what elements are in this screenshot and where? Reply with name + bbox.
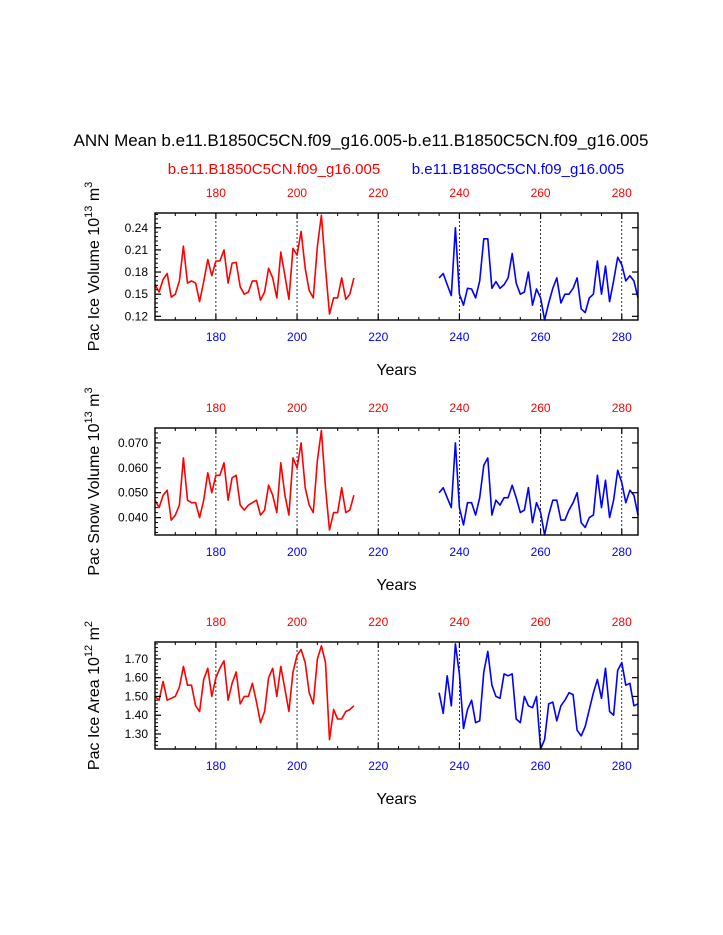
ice-area-ytick-label: 1.30: [125, 727, 149, 741]
ice-volume-series-case1: [154, 214, 355, 315]
ice-volume-ytick-label: 0.24: [125, 221, 149, 235]
ice-area-ytick-label: 1.50: [125, 689, 149, 703]
snow-volume-ylabel-exponent: 13: [83, 411, 95, 423]
snow-volume-ylabel-unit: m: [86, 394, 103, 412]
snow-volume-xtick-label-top: 260: [531, 401, 551, 415]
ice-area-xtick-label-bottom: 180: [206, 759, 226, 773]
chart-panels: 180 180 200 200 220 220 240 240 260 260 280 280 0.12…: [83, 182, 639, 808]
ice-area-ytick-label: 1.60: [125, 671, 149, 685]
ice-volume-xtick-label-top: 260: [531, 186, 551, 200]
ice-area-ylabel-exponent: 12: [83, 645, 95, 657]
ice-volume-panel: 180 180 200 200 220 220 240 240 260 260 280 280 0.12…: [83, 182, 639, 379]
ice-area-xtick-label-bottom: 220: [368, 759, 388, 773]
ice-area-frame: [154, 641, 639, 750]
snow-volume-panel: 180 180 200 200 220 220 240 240 260 260 280 280 0.04…: [83, 387, 639, 594]
snow-volume-ylabel-text: Pac Snow Volume 10: [86, 423, 103, 575]
snow-volume-xtick-label-top: 180: [206, 401, 226, 415]
ice-area-xtick-label-top: 180: [206, 615, 226, 629]
ice-volume-xtick-label-bottom: 180: [206, 330, 226, 344]
ice-area-xtick-label-bottom: 260: [531, 759, 551, 773]
ice-area-xtick-label-bottom: 280: [612, 759, 632, 773]
ice-volume-xtick-label-top: 280: [612, 186, 632, 200]
ice-area-xtick-label-top: 200: [287, 615, 307, 629]
snow-volume-xtick-label-bottom: 200: [287, 545, 307, 559]
ice-area-xtick-label-top: 220: [368, 615, 388, 629]
snow-volume-xtick-label-bottom: 280: [612, 545, 632, 559]
snow-volume-ylabel: Pac Snow Volume 1013 m3: [83, 387, 103, 575]
snow-volume-ytick-label: 0.060: [118, 461, 148, 475]
ice-volume-ytick-label: 0.18: [125, 265, 149, 279]
snow-volume-xtick-label-bottom: 180: [206, 545, 226, 559]
case2-label: b.e11.B1850C5CN.f09_g16.005: [412, 161, 624, 178]
snow-volume-xtick-label-top: 240: [449, 401, 469, 415]
snow-volume-ytick-label: 0.070: [118, 436, 148, 450]
ice-volume-xtick-label-top: 180: [206, 186, 226, 200]
snow-volume-xtick-label-top: 220: [368, 401, 388, 415]
ice-area-xlabel: Years: [376, 791, 416, 808]
ice-area-ylabel-unit: m: [86, 627, 103, 645]
snow-volume-frame: [154, 427, 639, 536]
snow-volume-ytick-label: 0.040: [118, 511, 148, 525]
ice-area-ylabel-unit-exponent: 2: [83, 621, 95, 627]
figure-title: ANN Mean b.e11.B1850C5CN.f09_g16.005-b.e…: [74, 131, 649, 150]
ice-volume-xtick-label-bottom: 200: [287, 330, 307, 344]
ice-volume-xtick-label-bottom: 260: [531, 330, 551, 344]
snow-volume-ytick-label: 0.050: [118, 486, 148, 500]
snow-volume-xtick-label-bottom: 240: [449, 545, 469, 559]
ice-volume-ylabel-unit-exponent: 3: [83, 182, 95, 188]
ice-volume-ytick-label: 0.12: [125, 309, 149, 323]
ice-volume-ylabel: Pac Ice Volume 1013 m3: [83, 182, 103, 352]
ice-area-ylabel-text: Pac Ice Area 10: [86, 657, 103, 770]
ice-area-xtick-label-bottom: 240: [449, 759, 469, 773]
snow-volume-xtick-label-top: 280: [612, 401, 632, 415]
case1-label: b.e11.B1850C5CN.f09_g16.005: [168, 161, 380, 178]
snow-volume-series-case1: [154, 429, 355, 531]
ice-volume-ylabel-text: Pac Ice Volume 10: [86, 218, 103, 352]
snow-volume-xtick-label-bottom: 220: [368, 545, 388, 559]
ice-volume-ylabel-unit: m: [86, 188, 103, 206]
ice-volume-xtick-label-top: 240: [449, 186, 469, 200]
ice-volume-frame: [154, 212, 639, 321]
snow-volume-xtick-label-bottom: 260: [531, 545, 551, 559]
ice-volume-xlabel: Years: [376, 362, 416, 379]
ice-area-ylabel: Pac Ice Area 1012 m2: [83, 621, 103, 770]
ice-area-xtick-label-bottom: 200: [287, 759, 307, 773]
ice-volume-xtick-label-top: 200: [287, 186, 307, 200]
ice-area-ytick-label: 1.70: [125, 652, 149, 666]
ice-volume-ytick-label: 0.15: [125, 287, 149, 301]
ice-volume-xtick-label-bottom: 220: [368, 330, 388, 344]
ice-area-panel: 180 180 200 200 220 220 240 240 260 260 280 280 1.30…: [83, 615, 639, 808]
ice-volume-ylabel-exponent: 13: [83, 206, 95, 218]
snow-volume-xlabel: Years: [376, 577, 416, 594]
snow-volume-ylabel-unit-exponent: 3: [83, 387, 95, 393]
ice-area-series-case2: [438, 643, 639, 750]
ice-volume-xtick-label-bottom: 240: [449, 330, 469, 344]
ice-volume-xtick-label-top: 220: [368, 186, 388, 200]
ice-area-ytick-label: 1.40: [125, 708, 149, 722]
ice-volume-xtick-label-bottom: 280: [612, 330, 632, 344]
ice-area-xtick-label-top: 260: [531, 615, 551, 629]
ice-area-xtick-label-top: 240: [449, 615, 469, 629]
ice-volume-series-case2: [438, 227, 639, 321]
ice-area-series-case1: [154, 644, 355, 741]
ice-area-xtick-label-top: 280: [612, 615, 632, 629]
snow-volume-xtick-label-top: 200: [287, 401, 307, 415]
snow-volume-series-case2: [438, 442, 639, 536]
ice-volume-ytick-label: 0.21: [125, 243, 149, 257]
